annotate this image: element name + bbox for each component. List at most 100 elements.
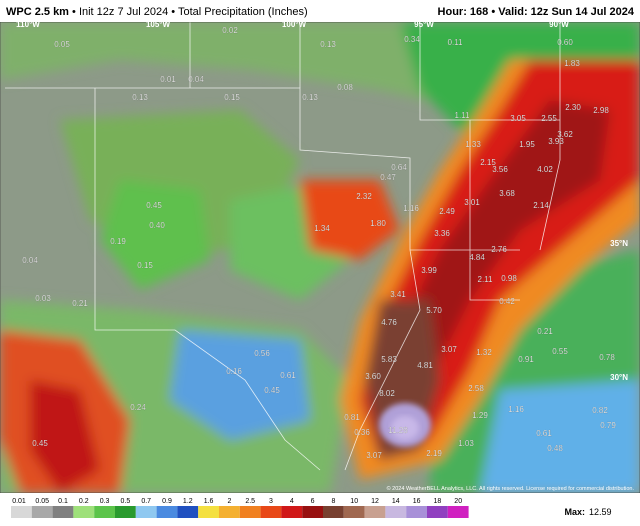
map-value: 8.02 [379,389,395,398]
map-value: 5.83 [381,355,397,364]
colorbar-label: 1.6 [204,498,214,505]
header-bar [0,0,640,22]
map-value: 0.04 [22,256,38,265]
header-text: Total Precipitation (Inches) [178,6,308,18]
colorbar-swatch [73,506,95,518]
map-value: 3.60 [365,372,381,381]
map-value: 3.62 [557,130,573,139]
colorbar-label: 1.2 [183,498,193,505]
map-value: 0.48 [547,444,563,453]
colorbar-swatch [198,506,219,518]
colorbar-swatch [94,506,115,518]
precip-field [0,22,640,493]
map-value: 1.34 [314,224,330,233]
colorbar-label: 0.7 [141,498,151,505]
map-value: 1.95 [519,140,535,149]
map-value: 0.56 [254,349,270,358]
colorbar-swatch [281,506,303,518]
max-value: 12.59 [589,507,612,517]
grid-label: 100°W [282,20,307,29]
map-value: 3.07 [366,451,382,460]
map-value: 2.98 [593,106,609,115]
colorbar-swatch [260,506,282,518]
colorbar-label: 10 [350,498,358,505]
colorbar-label: 0.9 [162,498,172,505]
map-value: 4.02 [537,165,553,174]
map-value: 2.58 [468,384,484,393]
grid-label: 35°N [610,239,628,248]
colorbar-label: 0.05 [35,498,49,505]
colorbar-swatch [52,506,74,518]
map-value: 1.29 [472,411,488,420]
map-value: 0.05 [54,40,70,49]
map-value: 0.13 [302,93,318,102]
colorbar-swatch [427,506,448,518]
colorbar-swatch [135,506,157,518]
map-value: 0.21 [72,299,88,308]
header-text: WPC 2.5 km [6,6,69,18]
map-value: 0.82 [592,406,608,415]
map-value: 3.99 [421,266,437,275]
colorbar-label: 3 [269,498,273,505]
colorbar-label: 20 [454,498,462,505]
grid-label: 30°N [610,373,628,382]
map-value: 0.40 [149,221,165,230]
map-value: 0.79 [600,421,616,430]
map-value: 2.11 [478,275,494,284]
map-value: 2.32 [356,192,372,201]
colorbar-swatch [302,506,323,518]
colorbar-label: 0.2 [79,498,89,505]
map-value: 0.02 [222,26,238,35]
borders [5,22,561,471]
map-value: 3.07 [441,345,457,354]
map-value: 0.13 [132,93,148,102]
colorbar-label: 2 [227,498,231,505]
colorbar-swatch [323,506,344,518]
map-value: 0.11 [448,38,464,47]
colorbar-swatch [156,506,178,518]
map-value: 0.21 [537,327,553,336]
map-value: 2.19 [426,449,442,458]
map-value: 2.30 [565,103,581,112]
colorbar-label: 14 [392,498,400,505]
map-value: 0.34 [404,35,420,44]
colorbar-swatch [31,506,53,518]
map-value: 2.76 [491,245,507,254]
map-value: 1.33 [465,140,481,149]
map-value: 11.28 [388,426,408,435]
header-text: Init 12z 7 Jul 2024 [79,6,168,18]
grid-label: 95°W [414,20,434,29]
map-value: 0.45 [146,201,162,210]
map-value: 3.36 [434,229,450,238]
colorbar-label: 2.5 [245,498,255,505]
map-value: 0.24 [130,403,146,412]
grid-label: 110°W [16,20,40,29]
colorbar-swatch [385,506,407,518]
colorbar-label: 12 [371,498,379,505]
colorbar-swatch [115,506,136,518]
colorbar-swatch [406,506,427,518]
map-value: 1.32 [476,348,492,357]
map-value: 4.84 [469,253,485,262]
map-value: 4.76 [381,318,397,327]
map-value: 1.16 [508,405,524,414]
map-value: 0.36 [354,428,370,437]
map-value: 0.19 [110,237,126,246]
colorbar-label: 16 [413,498,421,505]
map-value: 0.91 [518,355,534,364]
map-value: 1.80 [370,219,386,228]
map-value: 2.15 [480,158,496,167]
map-value: 3.93 [548,137,564,146]
header-left: WPC 2.5 km • Init 12z 7 Jul 2024 • Total… [6,6,308,18]
header-right: Hour: 168 • Valid: 12z Sun 14 Jul 2024 [438,6,635,18]
colorbar-label: 18 [434,498,442,505]
map-value: 2.14 [533,201,549,210]
map-value: 0.45 [32,439,48,448]
map-value: 0.78 [599,353,615,362]
colorbar-label: 0.01 [12,498,26,505]
map-value: 0.08 [337,83,353,92]
map-value: 4.81 [417,361,433,370]
map-value: 0.98 [501,274,517,283]
map-value: 5.70 [426,306,442,315]
